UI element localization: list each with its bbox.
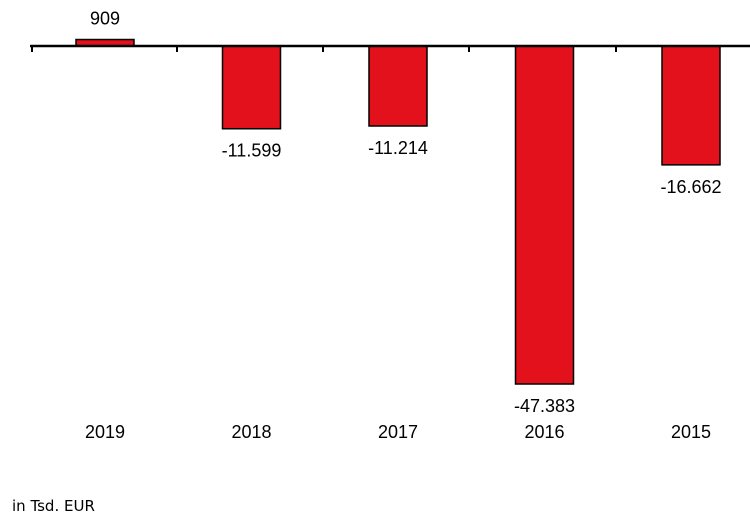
category-label-2016: 2016 xyxy=(524,422,564,442)
value-label-2017: -11.214 xyxy=(368,138,428,158)
unit-note: in Tsd. EUR xyxy=(12,497,95,515)
value-label-2016: -47.383 xyxy=(514,396,575,416)
category-label-2017: 2017 xyxy=(378,422,418,442)
bars-group xyxy=(75,38,721,385)
category-labels-group: 2019 2018 2017 2016 2015 xyxy=(85,422,711,442)
axis-ticks-group xyxy=(31,46,617,52)
value-label-2018: -11.599 xyxy=(222,141,282,161)
value-label-2019: 909 xyxy=(90,9,120,29)
value-labels-group: 909 -11.599 -11.214 -47.383 -16.662 xyxy=(90,9,722,416)
bar-2018 xyxy=(221,45,282,130)
value-label-2015: -16.662 xyxy=(660,177,721,197)
bar-2015 xyxy=(661,45,721,166)
category-label-2018: 2018 xyxy=(231,422,271,442)
bar-2016 xyxy=(514,45,575,385)
category-label-2015: 2015 xyxy=(671,422,711,442)
category-label-2019: 2019 xyxy=(85,422,125,442)
bar-2017 xyxy=(368,45,428,127)
